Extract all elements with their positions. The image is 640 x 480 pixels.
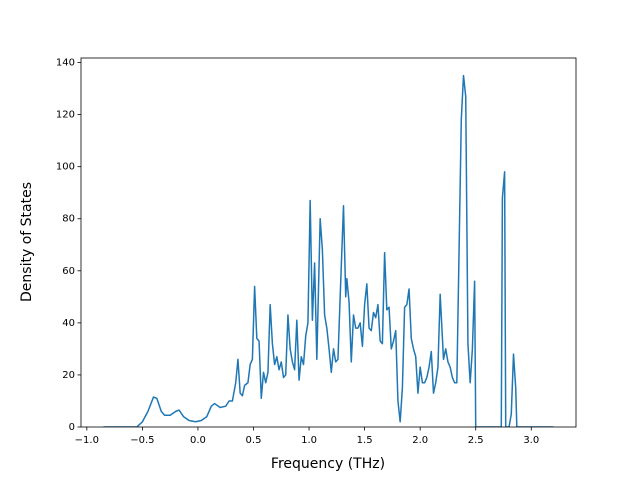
x-axis-label: Frequency (THz) xyxy=(271,456,385,472)
x-tick-label: 0.0 xyxy=(190,435,206,446)
x-tick-label: 3.0 xyxy=(523,435,539,446)
y-tick-label: 100 xyxy=(56,162,75,173)
y-tick-label: 140 xyxy=(56,58,75,69)
x-tick-label: 2.0 xyxy=(412,435,428,446)
x-tick-label: −1.0 xyxy=(75,435,99,446)
y-tick-label: 40 xyxy=(62,318,75,329)
x-tick-label: −0.5 xyxy=(130,435,154,446)
y-tick-label: 60 xyxy=(62,266,75,277)
y-tick-label: 0 xyxy=(69,422,75,433)
y-tick-label: 80 xyxy=(62,214,75,225)
x-tick-label: 1.0 xyxy=(301,435,317,446)
y-tick-label: 120 xyxy=(56,110,75,121)
data-line xyxy=(103,74,554,427)
x-tick-label: 0.5 xyxy=(246,435,262,446)
x-tick-label: 2.5 xyxy=(468,435,484,446)
x-tick-label: 1.5 xyxy=(357,435,373,446)
plot-frame xyxy=(80,57,577,428)
y-tick-label: 20 xyxy=(62,370,75,381)
y-axis-label: Density of States xyxy=(19,182,35,302)
